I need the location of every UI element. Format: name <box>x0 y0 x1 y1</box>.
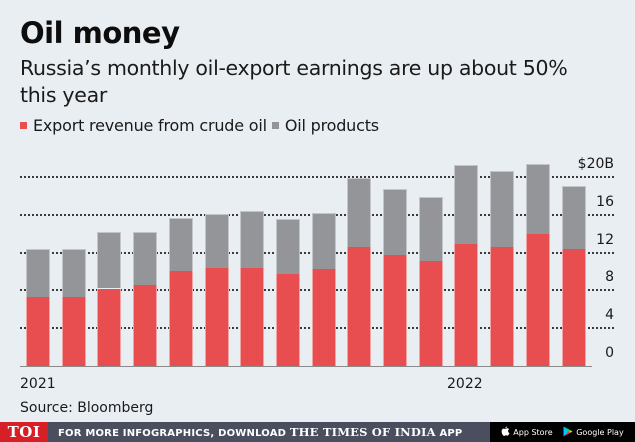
google-play-icon <box>563 426 573 439</box>
bar-segment-crude <box>347 246 371 366</box>
bar-segment-crude <box>133 284 157 366</box>
x-label-2022: 2022 <box>447 376 483 392</box>
bar-segment-products <box>97 231 121 289</box>
promo-brand: THE TIMES OF INDIA <box>289 425 436 439</box>
bar-segment-crude <box>205 267 229 366</box>
y-tick-label-16: 16 <box>596 193 614 210</box>
gridline-20 <box>20 176 614 178</box>
footer-banner[interactable]: TOI FOR MORE INFOGRAPHICS, DOWNLOAD THE … <box>0 422 635 442</box>
page-subtitle: Russia’s monthly oil-export earnings are… <box>20 56 568 107</box>
bar-segment-products <box>62 248 86 297</box>
bar-segment-products <box>383 189 407 256</box>
bar-segment-crude <box>97 288 121 366</box>
bar-segment-crude <box>454 244 478 366</box>
stacked-bar-chart: 0 4 8 12 16 $20B <box>20 156 614 367</box>
app-store-button[interactable]: App Store <box>501 426 553 439</box>
legend-swatch-crude <box>20 122 27 129</box>
bar-segment-products <box>562 186 586 249</box>
y-tick-label-0: 0 <box>605 345 614 361</box>
bar-segment-products <box>312 212 336 269</box>
bar-segment-products <box>490 171 514 247</box>
bar-segment-products <box>169 217 193 271</box>
legend-label-crude: Export revenue from crude oil <box>33 116 267 135</box>
bar-segment-products <box>454 164 478 245</box>
legend-item-products: Oil products <box>271 116 379 135</box>
bar-segment-products <box>26 248 50 297</box>
bar-segment-crude <box>312 268 336 366</box>
x-label-2021: 2021 <box>20 376 56 392</box>
bar-segment-products <box>419 196 443 262</box>
bar-segment-products <box>347 177 371 247</box>
bar-segment-crude <box>419 261 443 366</box>
bar-segment-crude <box>562 248 586 366</box>
bar-segment-products <box>276 218 300 275</box>
x-axis-baseline <box>20 366 592 367</box>
store-badges: App Store Google Play <box>490 422 635 442</box>
bar-segment-products <box>526 163 550 234</box>
bar-segment-crude <box>276 274 300 366</box>
google-play-label: Google Play <box>576 427 624 437</box>
bar-segment-crude <box>383 255 407 366</box>
y-tick-label-12: 12 <box>596 231 614 248</box>
bar-segment-products <box>133 231 157 285</box>
app-store-label: App Store <box>513 427 553 437</box>
bar-segment-products <box>205 213 229 268</box>
y-tick-label-8: 8 <box>605 269 614 286</box>
legend-item-crude: Export revenue from crude oil <box>20 116 267 135</box>
bar-segment-products <box>240 211 264 268</box>
legend-label-products: Oil products <box>284 116 379 135</box>
bar-segment-crude <box>26 297 50 366</box>
source-note: Source: Bloomberg <box>20 400 154 416</box>
y-tick-label-4: 4 <box>605 307 614 324</box>
legend-swatch-products <box>271 122 279 129</box>
bar-segment-crude <box>240 267 264 366</box>
toi-logo: TOI <box>0 422 48 442</box>
bar-segment-crude <box>62 297 86 366</box>
bar-segment-crude <box>490 246 514 366</box>
bar-segment-crude <box>169 270 193 366</box>
promo-label: FOR MORE INFOGRAPHICS, DOWNLOAD <box>58 428 287 439</box>
google-play-button[interactable]: Google Play <box>563 426 624 439</box>
apple-icon <box>501 426 510 439</box>
promo-app: APP <box>439 428 463 439</box>
bar-segment-crude <box>526 233 550 366</box>
promo-text: FOR MORE INFOGRAPHICS, DOWNLOAD THE TIME… <box>48 425 462 439</box>
page-title: Oil money <box>20 16 180 50</box>
legend: Export revenue from crude oil Oil produc… <box>20 116 384 135</box>
y-tick-label-20: $20B <box>577 156 614 172</box>
